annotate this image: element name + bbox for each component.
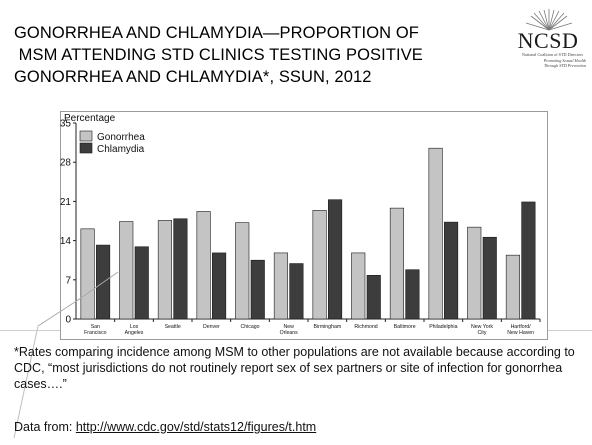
chlamydia-bar (521, 201, 536, 320)
logo-tagline-line-2: Through STD Prevention (543, 63, 586, 68)
logo-org-name: National Coalition of STD Directors (522, 52, 584, 57)
gonorrhea-bar (157, 220, 172, 320)
chlamydia-bar (212, 252, 227, 320)
x-tick-label-line: New York (471, 324, 493, 330)
starburst-icon (525, 9, 573, 31)
chlamydia-bar (405, 269, 420, 320)
source-citation: Data from: http://www.cdc.gov/std/stats1… (14, 420, 316, 434)
x-tick-label-line: Seattle (165, 324, 181, 330)
x-tick-label: Chicago (240, 324, 259, 330)
x-tick-label-line: Los (130, 324, 139, 330)
gonorrhea-bar (196, 211, 211, 320)
x-tick-label-line: Hartford/ (511, 324, 532, 330)
x-tick-label: New York City (471, 324, 493, 336)
bar-chart: Percentage 0 7 14 21 28 35 San Francisco Los Angel… (60, 113, 541, 336)
y-tick-label: 14 (60, 236, 71, 247)
chlamydia-bar (134, 246, 149, 320)
chlamydia-bar (173, 218, 188, 320)
gonorrhea-bar (119, 221, 134, 320)
legend-swatch-chlamydia (79, 142, 93, 154)
gonorrhea-bar (80, 228, 95, 320)
chlamydia-bar (250, 259, 265, 320)
x-tick-label-line: New (283, 324, 294, 330)
chlamydia-bar (328, 199, 343, 320)
source-link[interactable]: http://www.cdc.gov/std/stats12/figures/t… (75, 420, 317, 434)
x-tick-label-line: Orleans (280, 330, 299, 336)
gonorrhea-bar (428, 147, 443, 320)
chlamydia-bar (482, 236, 497, 320)
chlamydia-bar (289, 263, 304, 320)
slide-title: GONORRHEA AND CHLAMYDIA—PROPORTION OF MS… (14, 22, 514, 88)
legend-swatch-gonorrhea (79, 130, 93, 142)
source-prefix: Data from: (14, 420, 76, 434)
title-line-1: GONORRHEA AND CHLAMYDIA—PROPORTION OF (14, 24, 419, 42)
x-tick-label-line: Denver (203, 324, 220, 330)
x-tick-label-line: San (91, 324, 100, 330)
gonorrhea-bar (235, 222, 250, 320)
x-tick-label-line: Angeles (125, 330, 144, 336)
gonorrhea-bar (505, 254, 520, 320)
gonorrhea-bar (312, 210, 327, 320)
title-line-3: GONORRHEA AND CHLAMYDIA*, SSUN, 2012 (14, 68, 372, 86)
gonorrhea-bar (467, 226, 482, 320)
x-tick-label: Hartford/New Haven (507, 324, 534, 336)
x-tick-label-line: Richmond (354, 324, 377, 330)
x-tick-label: Richmond (354, 324, 377, 330)
x-tick-label: Philadelphia (429, 324, 457, 330)
chlamydia-bar (366, 275, 381, 320)
x-tick-label-line: Philadelphia (429, 324, 457, 330)
y-tick-label: 0 (65, 315, 71, 326)
gonorrhea-bar (273, 252, 288, 320)
x-tick-label-line: City (478, 330, 487, 336)
x-tick-label: Baltimore (394, 324, 416, 330)
y-tick-label: 7 (65, 275, 71, 286)
legend-label-gonorrhea: Gonorrhea (97, 132, 145, 143)
footnote: *Rates comparing incidence among MSM to … (14, 345, 575, 391)
y-tick-label: 28 (60, 158, 71, 169)
x-tick-label-line: Birmingham (313, 324, 341, 330)
logo-tagline: Promoting Sexual Health Through STD Prev… (526, 58, 586, 68)
logo-tagline-line-1: Promoting Sexual Health (543, 58, 586, 63)
x-tick-label: New Orleans (280, 324, 299, 336)
y-axis-label: Percentage (64, 113, 116, 124)
gonorrhea-bar (351, 252, 366, 320)
chlamydia-bar (96, 244, 111, 320)
x-tick-label: Seattle (165, 324, 181, 330)
x-tick-label-line: Chicago (240, 324, 259, 330)
gonorrhea-bar (389, 207, 404, 320)
legend-label-chlamydia: Chlamydia (97, 144, 145, 155)
chlamydia-bar (444, 221, 459, 320)
logo-acronym: NCSD (517, 28, 579, 53)
ncsd-logo: NCSD National Coalition of STD Directors… (510, 8, 586, 76)
x-tick-label-line: Francisco (84, 330, 107, 336)
x-tick-label: Birmingham (313, 324, 341, 330)
x-tick-label-line: Baltimore (394, 324, 416, 330)
x-tick-label: Denver (203, 324, 220, 330)
x-tick-label-line: New Haven (507, 330, 534, 336)
x-tick-label: Los Angeles (125, 324, 144, 336)
y-tick-label: 35 (60, 119, 71, 130)
x-tick-label: San Francisco (84, 324, 107, 336)
title-line-2: MSM ATTENDING STD CLINICS TESTING POSITI… (14, 46, 423, 64)
y-tick-label: 21 (60, 197, 71, 208)
